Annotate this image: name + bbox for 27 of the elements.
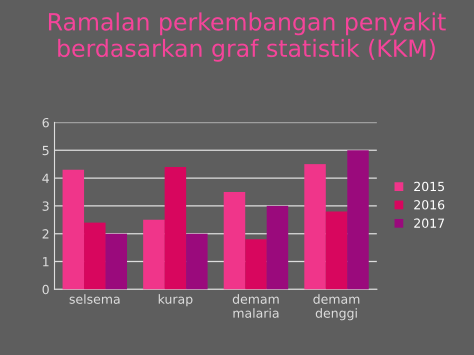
y-tick-label: 3 <box>42 201 49 211</box>
bar <box>326 211 348 290</box>
bar <box>245 239 267 290</box>
y-tick-label: 1 <box>43 257 48 266</box>
bar <box>84 222 106 290</box>
bar <box>164 166 186 290</box>
x-tick-label: selsema <box>70 294 120 304</box>
x-tick-label: demam malaria <box>232 294 279 318</box>
legend-label: 2016 <box>414 200 444 210</box>
legend-label: 2015 <box>414 182 444 192</box>
bar <box>186 234 208 290</box>
y-tick-label: 6 <box>42 118 49 128</box>
chart-title: Ramalan perkembangan penyakit berdasarkan graf statistik (KKM) <box>48 12 446 62</box>
bar <box>62 170 84 290</box>
y-tick-label: 2 <box>42 229 48 238</box>
bar <box>224 192 246 290</box>
bar <box>143 220 165 290</box>
x-tick-label: demam denggi <box>313 294 360 320</box>
y-tick-label: 0 <box>42 284 49 294</box>
legend-label: 2017 <box>414 218 444 228</box>
y-tick-label: 4 <box>42 174 49 183</box>
x-tick-label: kurap <box>158 294 192 306</box>
y-tick-label: 5 <box>42 146 49 156</box>
bar <box>304 164 326 290</box>
bar <box>347 150 369 290</box>
bar <box>266 206 288 290</box>
bar <box>106 234 128 290</box>
